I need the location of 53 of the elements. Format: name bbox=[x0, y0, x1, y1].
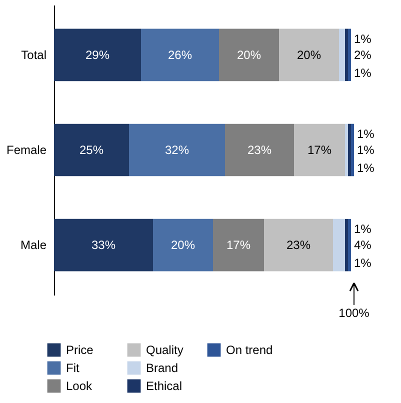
data-label: 20% bbox=[236, 48, 262, 62]
legend-label: Quality bbox=[146, 343, 184, 357]
legend-label: Fit bbox=[66, 361, 80, 375]
legend-label: On trend bbox=[226, 343, 273, 357]
y-tick-label: Total bbox=[21, 48, 46, 62]
legend-label: Price bbox=[66, 343, 94, 357]
bar bbox=[54, 218, 153, 272]
data-label: 32% bbox=[164, 143, 190, 157]
bar bbox=[348, 124, 351, 176]
bar bbox=[264, 218, 333, 272]
data-label: 4% bbox=[354, 238, 372, 252]
bar bbox=[225, 124, 294, 176]
bar bbox=[219, 28, 279, 82]
bar bbox=[141, 28, 219, 82]
data-label: 1% bbox=[357, 161, 375, 175]
data-label: 1% bbox=[354, 222, 372, 236]
bar bbox=[129, 124, 225, 176]
data-label: 1% bbox=[354, 256, 372, 270]
legend-label: Ethical bbox=[146, 379, 182, 393]
data-label: 17% bbox=[226, 238, 251, 252]
data-label: 33% bbox=[91, 238, 116, 252]
data-label: 1% bbox=[357, 127, 375, 141]
data-label: 25% bbox=[79, 143, 104, 157]
bar bbox=[351, 124, 354, 176]
data-label: 26% bbox=[168, 48, 192, 62]
bar bbox=[54, 28, 141, 82]
bar bbox=[345, 218, 348, 272]
y-tick-label: Male bbox=[20, 238, 47, 252]
data-label: 29% bbox=[85, 48, 110, 62]
data-label: 1% bbox=[354, 32, 372, 46]
data-label: 2% bbox=[354, 48, 372, 62]
data-label: 1% bbox=[357, 143, 375, 157]
data-label: 20% bbox=[296, 48, 322, 62]
data-label: 17% bbox=[307, 143, 332, 157]
bar bbox=[345, 28, 348, 82]
bar bbox=[348, 28, 351, 82]
data-label: 20% bbox=[170, 238, 196, 252]
bar bbox=[54, 124, 129, 176]
y-tick-label: Female bbox=[6, 143, 47, 157]
bar bbox=[213, 218, 264, 272]
legend-label: Brand bbox=[146, 361, 178, 375]
data-label: 23% bbox=[247, 143, 272, 157]
bar bbox=[153, 218, 213, 272]
data-label: 1% bbox=[354, 66, 372, 80]
data-label: 23% bbox=[286, 238, 311, 252]
bar bbox=[294, 124, 345, 176]
bar bbox=[279, 28, 339, 82]
legend-label: Look bbox=[66, 379, 94, 393]
bar bbox=[348, 218, 351, 272]
bar bbox=[339, 28, 345, 82]
bar bbox=[345, 124, 348, 176]
bar bbox=[333, 218, 345, 272]
annotation: 100% bbox=[338, 306, 370, 320]
